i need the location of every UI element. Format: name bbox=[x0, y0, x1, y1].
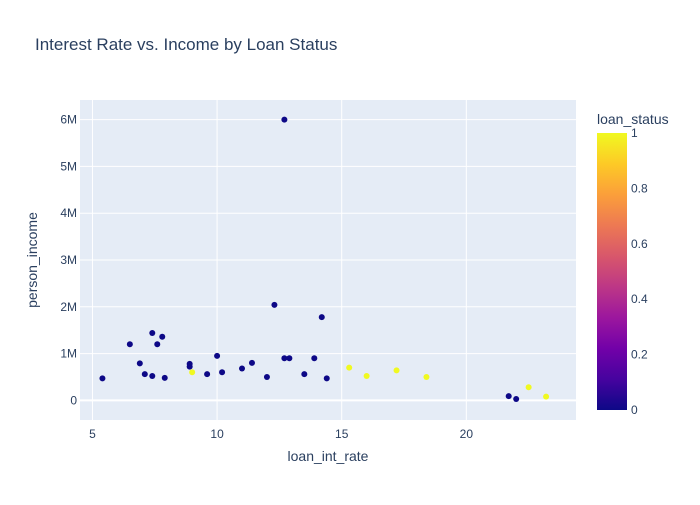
colorbar-gradient bbox=[597, 133, 627, 410]
data-point bbox=[149, 373, 156, 380]
x-tick-label: 15 bbox=[335, 427, 349, 441]
y-tick-label: 4M bbox=[60, 206, 77, 220]
data-point bbox=[99, 375, 106, 382]
colorbar-tick-label: 0.2 bbox=[631, 348, 648, 362]
data-point bbox=[323, 375, 330, 382]
colorbar: loan_status 0 0.2 0.4 0.6 0.8 1 bbox=[597, 111, 669, 417]
data-point bbox=[189, 369, 196, 376]
x-tick-label: 20 bbox=[460, 427, 474, 441]
y-tick-label: 0 bbox=[70, 393, 77, 407]
data-point bbox=[311, 355, 318, 362]
data-point bbox=[126, 341, 133, 348]
data-points bbox=[99, 116, 550, 402]
data-point bbox=[136, 360, 143, 367]
data-point bbox=[149, 329, 156, 336]
data-point bbox=[346, 364, 353, 371]
data-point bbox=[363, 373, 370, 380]
y-tick-label: 6M bbox=[60, 113, 77, 127]
colorbar-tick-label: 0.6 bbox=[631, 237, 648, 251]
data-point bbox=[204, 371, 211, 378]
x-axis-title: loan_int_rate bbox=[288, 448, 369, 464]
y-tick-label: 5M bbox=[60, 159, 77, 173]
data-point bbox=[423, 373, 430, 380]
data-point bbox=[281, 116, 288, 123]
data-point bbox=[271, 301, 278, 308]
colorbar-tick-label: 0.8 bbox=[631, 181, 648, 195]
grid-lines bbox=[80, 100, 576, 420]
data-point bbox=[513, 395, 520, 402]
x-tick-label: 5 bbox=[89, 427, 96, 441]
data-point bbox=[505, 393, 512, 400]
data-point bbox=[286, 355, 293, 362]
data-point bbox=[248, 359, 255, 366]
data-point bbox=[219, 369, 226, 376]
colorbar-ticks: 0 0.2 0.4 0.6 0.8 1 bbox=[631, 126, 648, 417]
x-axis-ticks: 5 10 15 20 bbox=[89, 427, 473, 441]
data-point bbox=[263, 373, 270, 380]
data-point bbox=[281, 355, 288, 362]
data-point bbox=[186, 363, 193, 370]
colorbar-tick-label: 1 bbox=[631, 126, 638, 140]
colorbar-tick-label: 0.4 bbox=[631, 292, 648, 306]
data-point bbox=[161, 374, 168, 381]
data-point bbox=[393, 367, 400, 374]
data-point bbox=[141, 371, 148, 378]
data-point bbox=[301, 371, 308, 378]
y-tick-label: 3M bbox=[60, 253, 77, 267]
data-point bbox=[159, 333, 166, 340]
data-point bbox=[543, 393, 550, 400]
data-point bbox=[154, 341, 161, 348]
data-point bbox=[318, 314, 325, 321]
data-point bbox=[239, 365, 246, 372]
y-axis-title: person_income bbox=[24, 212, 40, 308]
data-point bbox=[525, 384, 532, 391]
colorbar-tick-label: 0 bbox=[631, 403, 638, 417]
chart-title: Interest Rate vs. Income by Loan Status bbox=[35, 35, 337, 54]
y-tick-label: 2M bbox=[60, 300, 77, 314]
y-tick-label: 1M bbox=[60, 347, 77, 361]
x-tick-label: 10 bbox=[210, 427, 224, 441]
colorbar-title: loan_status bbox=[597, 111, 669, 127]
data-point bbox=[214, 352, 221, 359]
y-axis-ticks: 0 1M 2M 3M 4M 5M 6M bbox=[60, 113, 77, 408]
